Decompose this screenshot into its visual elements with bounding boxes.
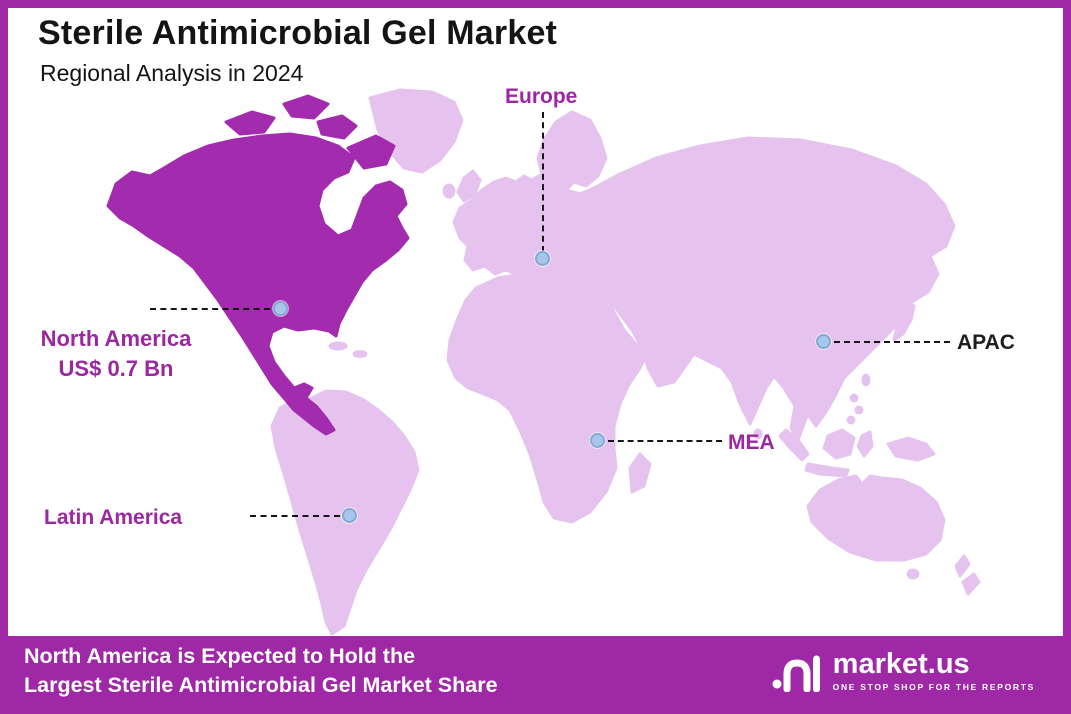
marker-north-america — [273, 301, 288, 316]
leader-line-europe — [542, 112, 544, 252]
region-label-north-america-name: North America — [40, 326, 192, 351]
leader-line-north-america — [150, 308, 270, 310]
marker-latin-america — [342, 508, 357, 523]
region-label-europe: Europe — [505, 85, 578, 108]
marker-europe — [535, 251, 550, 266]
region-label-north-america: North America US$ 0.7 Bn — [16, 324, 216, 384]
footer-banner: North America is Expected to Hold the La… — [8, 636, 1063, 706]
region-label-latin-america: Latin America — [44, 506, 183, 529]
region-value-north-america: US$ 0.7 Bn — [58, 356, 174, 381]
footer-note-line1: North America is Expected to Hold the — [24, 644, 416, 668]
map-region-north-america — [106, 132, 410, 436]
leader-line-apac — [834, 341, 950, 343]
region-label-apac: APAC — [957, 331, 1015, 354]
page-title: Sterile Antimicrobial Gel Market — [38, 14, 558, 52]
map-region-arctic-islands — [224, 94, 396, 170]
map-islands — [328, 115, 981, 596]
marketus-logo-icon — [772, 655, 820, 692]
page-subtitle: Regional Analysis in 2024 — [40, 60, 304, 86]
map-region-australia — [806, 474, 946, 562]
brand-name: market.us — [832, 648, 970, 680]
marker-mea — [590, 433, 605, 448]
region-label-mea: MEA — [728, 431, 775, 454]
brand-tagline: ONE STOP SHOP FOR THE REPORTS — [832, 682, 1035, 692]
map-region-africa — [446, 272, 650, 524]
brand-text-block: market.us ONE STOP SHOP FOR THE REPORTS — [832, 648, 1035, 693]
leader-line-latin-america — [250, 515, 340, 517]
world-map — [106, 88, 981, 636]
footer-note-line2: Largest Sterile Antimicrobial Gel Market… — [24, 673, 498, 697]
brand-logo: market.us ONE STOP SHOP FOR THE REPORTS — [771, 650, 1035, 692]
marker-apac — [816, 334, 831, 349]
footer-note: North America is Expected to Hold the La… — [24, 642, 498, 700]
leader-line-mea — [608, 440, 722, 442]
